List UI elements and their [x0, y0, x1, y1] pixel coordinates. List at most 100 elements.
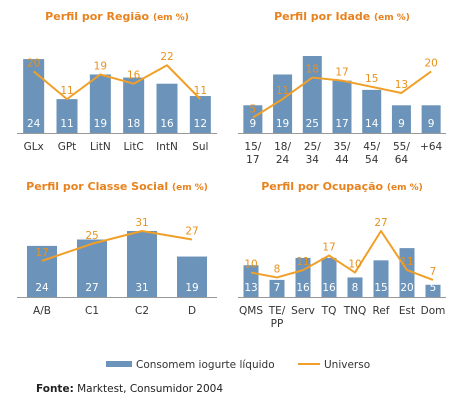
category-label-line: IntN — [156, 141, 178, 153]
bar-1 — [243, 105, 263, 133]
category-label-line: +64 — [420, 141, 442, 153]
line-value-label: 15 — [365, 73, 378, 85]
bar-4 — [332, 80, 352, 133]
bar-3 — [302, 56, 322, 133]
category-label: +64 — [420, 141, 442, 153]
bar-2 — [269, 279, 285, 297]
legend-bar-swatch — [106, 361, 132, 367]
bar-value-label: 16 — [160, 118, 174, 130]
line-value-label: 17 — [335, 67, 348, 79]
bar-7 — [421, 105, 441, 133]
legend-line-label: Universo — [324, 359, 370, 371]
category-label: 18/24 — [274, 141, 291, 166]
chart-title-main: Perfil por Ocupação — [261, 180, 387, 193]
category-label-line: A/B — [33, 305, 51, 317]
category-label-line: 55/ — [393, 141, 410, 153]
bar-value-label: 19 — [185, 282, 198, 294]
category-label-line: Ref — [373, 305, 390, 317]
category-label-line: Est — [399, 305, 415, 317]
bar-2 — [56, 99, 78, 133]
category-label-line: 54 — [365, 154, 379, 166]
line-value-label: 25 — [85, 230, 98, 242]
line-value-label: 20 — [27, 57, 40, 69]
line-value-label: 11 — [60, 85, 73, 97]
category-label-line: PP — [271, 318, 284, 330]
line-value-label: 10 — [348, 259, 361, 271]
bar-value-label: 5 — [430, 282, 437, 294]
chart-title: Perfil por Ocupação (em %) — [261, 180, 423, 193]
chart-panel-3: Perfil por Classe Social (em %) 24 27 31 19 1… — [17, 180, 217, 317]
category-label: LitN — [90, 141, 111, 153]
legend: Consomem iogurte líquido Universo — [106, 359, 370, 371]
bar-6 — [373, 260, 389, 297]
universo-line — [250, 230, 434, 281]
line-value-label: 11 — [194, 85, 207, 97]
bar-6 — [189, 96, 211, 133]
category-label-line: D — [188, 305, 196, 317]
line-value-label: 17 — [35, 247, 48, 259]
line-value-label: 11 — [296, 256, 309, 268]
category-label-line: 44 — [335, 154, 349, 166]
line-value-label: 7 — [430, 266, 437, 278]
bar-6 — [391, 105, 411, 133]
bar-2 — [273, 74, 293, 133]
line-value-label: 22 — [160, 51, 173, 63]
chart-title-unit: (em %) — [387, 183, 423, 193]
category-label: Est — [399, 305, 415, 317]
category-label-line: 34 — [306, 154, 320, 166]
line-value-label: 17 — [322, 241, 335, 253]
category-label-line: C1 — [85, 305, 99, 317]
chart-title: Perfil por Região (em %) — [45, 10, 189, 23]
category-label-line: 18/ — [274, 141, 291, 153]
bar-value-label: 16 — [322, 282, 336, 294]
category-label-line: 35/ — [334, 141, 351, 153]
category-label: QMS — [239, 305, 263, 317]
bar-value-label: 16 — [296, 282, 310, 294]
category-label-line: TQ — [321, 305, 337, 317]
category-label-line: QMS — [239, 305, 263, 317]
bar-4 — [177, 256, 207, 297]
chart-title-unit: (em %) — [153, 13, 189, 23]
bar-value-label: 14 — [365, 118, 379, 130]
line-value-label: 20 — [424, 57, 437, 69]
bar-value-label: 27 — [85, 282, 98, 294]
line-value-label: 5 — [250, 104, 257, 116]
chart-title-main: Perfil por Idade — [274, 10, 374, 23]
category-label: TQ — [321, 305, 337, 317]
category-label-line: 25/ — [304, 141, 321, 153]
bar-2 — [77, 239, 107, 297]
bar-1 — [23, 59, 45, 133]
category-label: 35/44 — [334, 141, 351, 166]
chart-title-unit: (em %) — [172, 183, 208, 193]
bar-value-label: 31 — [135, 282, 148, 294]
bar-8 — [425, 284, 441, 297]
line-value-label: 27 — [374, 217, 387, 229]
bar-4 — [321, 257, 337, 297]
line-value-label: 31 — [135, 217, 148, 229]
category-label: Serv — [291, 305, 315, 317]
bar-value-label: 20 — [400, 282, 413, 294]
line-value-label: 11 — [276, 85, 289, 97]
category-label: TE/PP — [268, 305, 286, 330]
category-label: C1 — [85, 305, 99, 317]
category-label: Dom — [421, 305, 446, 317]
bar-value-label: 9 — [250, 118, 257, 130]
category-label: C2 — [135, 305, 149, 317]
bar-value-label: 7 — [274, 282, 281, 294]
chart-title-unit: (em %) — [374, 13, 410, 23]
line-value-label: 10 — [244, 259, 257, 271]
line-value-label: 11 — [400, 256, 413, 268]
bar-value-label: 9 — [398, 118, 405, 130]
universo-line — [33, 64, 202, 101]
category-label-line: TNQ — [343, 305, 367, 317]
bar-value-label: 11 — [60, 118, 73, 130]
bar-value-label: 12 — [194, 118, 207, 130]
line-value-label: 18 — [306, 64, 319, 76]
category-label-line: LitC — [124, 141, 144, 153]
bar-value-label: 9 — [428, 118, 435, 130]
category-label: Sul — [192, 141, 208, 153]
category-label: 15/17 — [244, 141, 261, 166]
category-label: 45/54 — [363, 141, 380, 166]
category-label-line: Sul — [192, 141, 208, 153]
bar-value-label: 15 — [374, 282, 387, 294]
